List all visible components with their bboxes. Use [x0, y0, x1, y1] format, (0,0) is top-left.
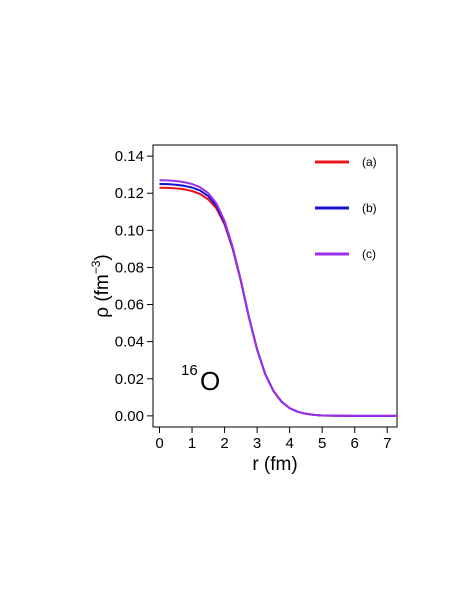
y-tick-label: 0.02: [115, 371, 144, 388]
y-tick-label: 0.06: [115, 297, 144, 314]
x-tick-label: 3: [253, 435, 261, 452]
series-line-c: [159, 179, 397, 417]
y-tick-label: 0.08: [115, 259, 144, 276]
y-tick-label: 0.04: [115, 334, 144, 351]
x-tick-label: 0: [155, 435, 163, 452]
x-tick-label: 2: [220, 435, 228, 452]
plot-frame: [152, 144, 398, 428]
y-tick-label: 0.14: [115, 148, 144, 165]
legend-label: (c): [362, 247, 376, 261]
y-axis-title-exponent: −3: [89, 260, 103, 274]
x-axis-title: r (fm): [252, 454, 297, 475]
x-axis-ticks: 0 1 2 3 4 5 6 7: [155, 427, 391, 452]
legend-label: (b): [362, 201, 377, 215]
series-line-b: [159, 183, 397, 417]
x-tick-label: 5: [318, 435, 326, 452]
y-axis-title: ρ (fm−3): [89, 254, 113, 318]
series-lines: [159, 179, 397, 417]
y-tick-label: 0.12: [115, 185, 144, 202]
series-line-a: [159, 186, 397, 417]
nucleus-mass-number: 16: [181, 362, 198, 379]
legend: (a) (b) (c): [315, 155, 377, 261]
x-tick-label: 6: [351, 435, 359, 452]
x-tick-label: 4: [285, 435, 293, 452]
y-axis-title-close: ): [92, 254, 113, 260]
x-tick-label: 1: [188, 435, 196, 452]
y-tick-label: 0.00: [115, 408, 144, 425]
y-axis-title-base: ρ (fm: [92, 274, 113, 318]
x-tick-label: 7: [383, 435, 391, 452]
legend-label: (a): [362, 155, 377, 169]
y-axis-ticks: 0.00 0.02 0.04 0.06 0.08 0.10 0.12 0.14: [115, 148, 153, 425]
nucleus-symbol: O: [200, 366, 220, 396]
y-tick-label: 0.10: [115, 222, 144, 239]
